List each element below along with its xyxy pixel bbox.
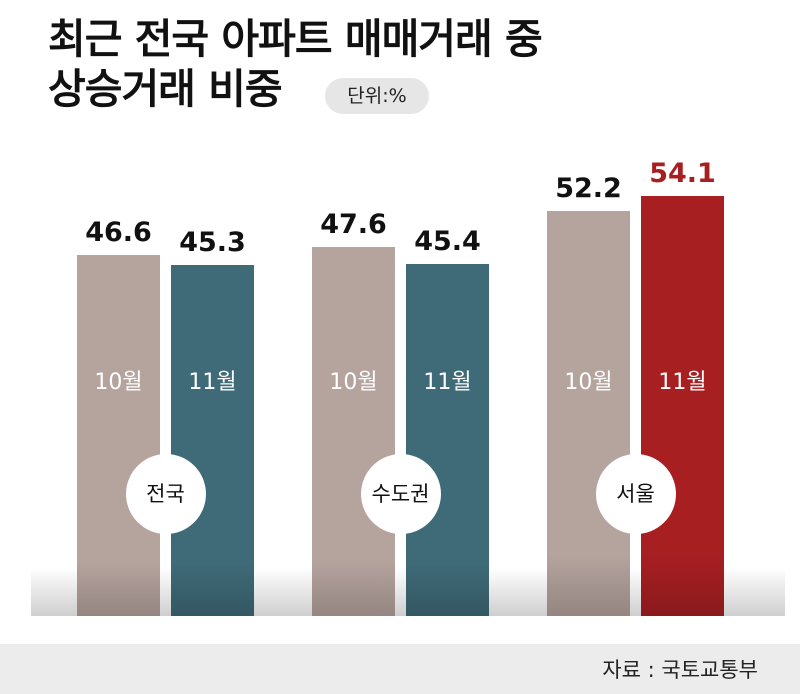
month-label: 11월 [423, 370, 472, 395]
region-label-전국: 전국 [125, 454, 206, 534]
bar-수도권-11월: 11월 [406, 264, 489, 616]
month-label: 10월 [94, 370, 143, 395]
value-label: 45.3 [179, 227, 246, 258]
bar-서울-11월: 11월 [641, 196, 724, 616]
value-label: 45.4 [414, 226, 481, 257]
bar-전국-11월: 11월 [171, 265, 254, 616]
title-line-2: 상승거래 비중 [48, 65, 283, 113]
chart-title: 최근 전국 아파트 매매거래 중 상승거래 비중 [48, 14, 543, 114]
region-label-수도권: 수도권 [360, 454, 441, 534]
footer: 자료 : 국토교통부 [0, 644, 800, 694]
bar-서울-10월: 10월 [547, 211, 630, 616]
value-label: 54.1 [649, 158, 716, 189]
unit-badge: 단위:% [325, 78, 429, 114]
month-label: 11월 [188, 370, 237, 395]
region-label-서울: 서울 [595, 454, 676, 534]
source-label: 자료 : 국토교통부 [602, 658, 758, 682]
bar-전국-10월: 10월 [77, 255, 160, 616]
value-label: 46.6 [85, 217, 152, 248]
month-label: 10월 [329, 370, 378, 395]
month-label: 11월 [658, 370, 707, 395]
title-line-1: 최근 전국 아파트 매매거래 중 [48, 15, 543, 63]
value-label: 52.2 [555, 173, 622, 204]
bar-수도권-10월: 10월 [312, 247, 395, 616]
value-label: 47.6 [320, 209, 387, 240]
month-label: 10월 [564, 370, 613, 395]
